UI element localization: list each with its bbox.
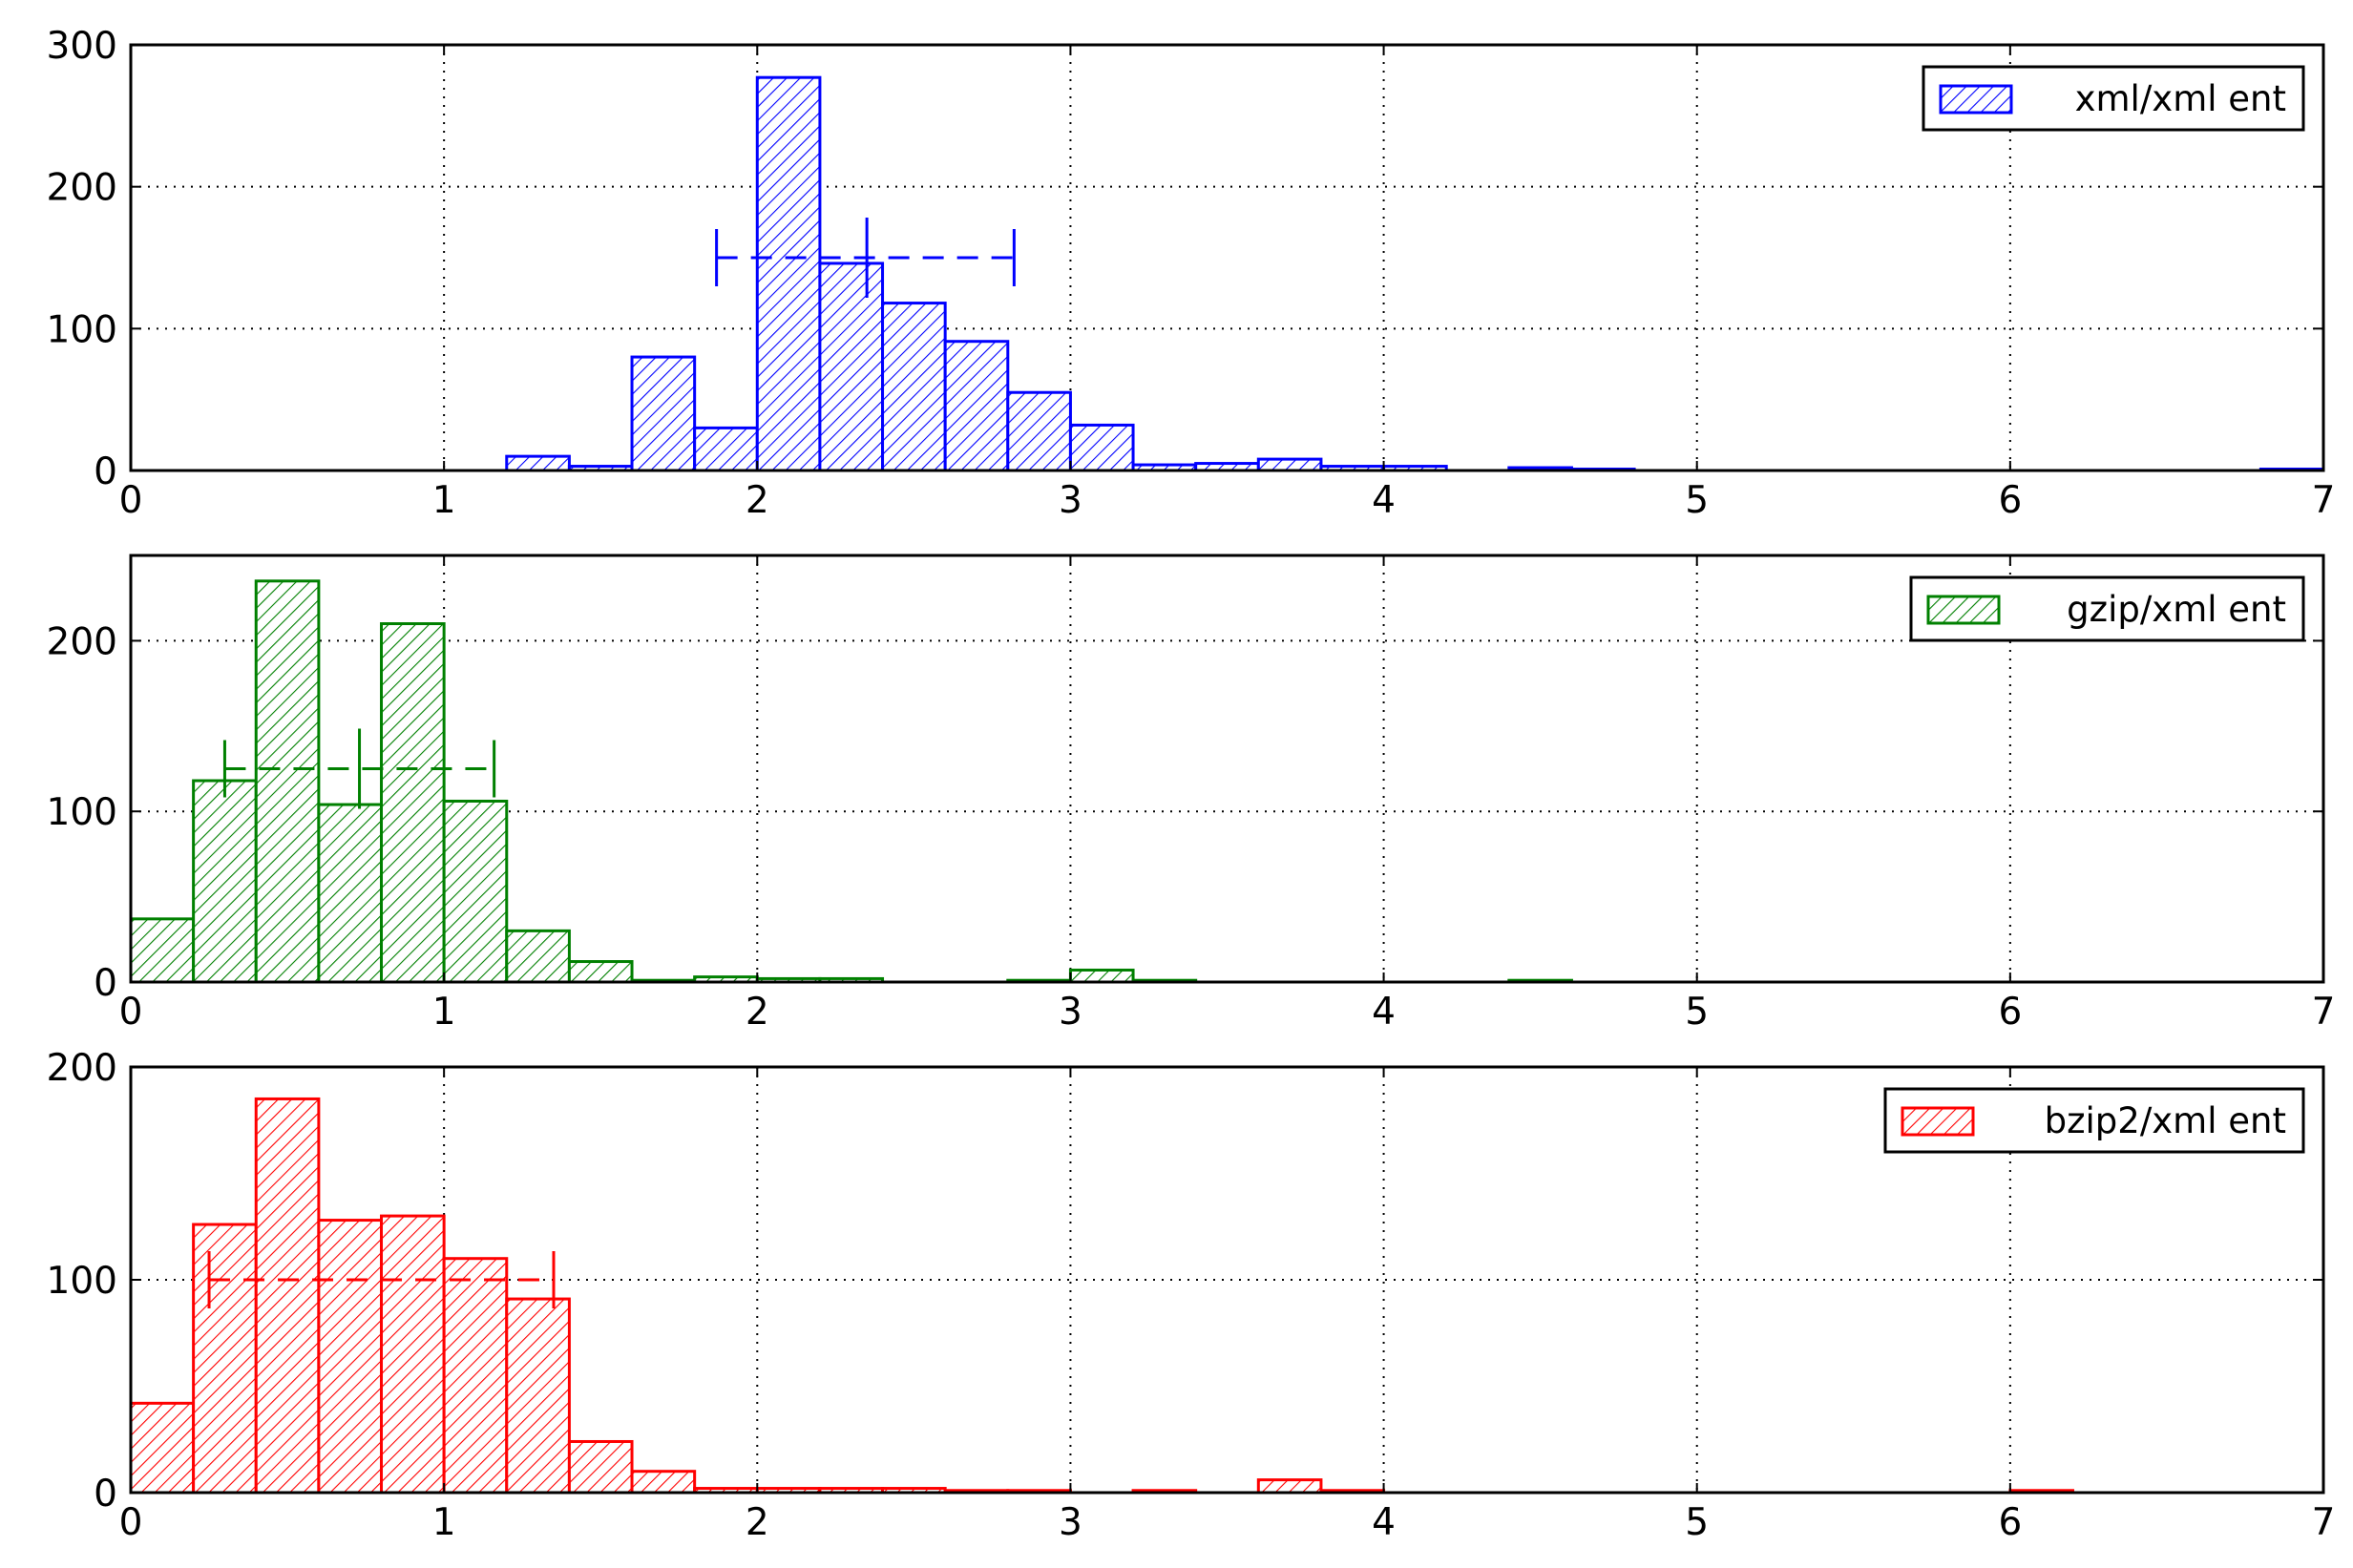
x-tick-label: 5	[1685, 991, 1709, 1034]
histogram-bar	[317, 803, 384, 984]
histogram-bar	[192, 1223, 258, 1495]
histogram-bar	[1068, 968, 1135, 984]
legend-label: bzip2/xml ent	[2045, 1100, 2286, 1141]
histogram-bar	[129, 1401, 196, 1495]
x-tick-label: 5	[1685, 1501, 1709, 1544]
histogram-bar	[1256, 457, 1323, 472]
y-tick-label: 100	[47, 791, 117, 834]
histogram-bar	[442, 799, 509, 984]
histogram-bar	[755, 75, 822, 472]
histogram-panel-3: 0 1 2 3 4 5 6 7 0 100 200 bzip2/xml ent	[47, 1047, 2336, 1544]
y-tick-label: 300	[47, 25, 117, 68]
x-tick-label: 3	[1059, 1501, 1082, 1544]
x-tick-label: 6	[1998, 1501, 2022, 1544]
histogram-panel-1: 0 1 2 3 4 5 6 7 0 100 200 300 xml/xml ent	[47, 25, 2336, 522]
x-tick-label: 4	[1372, 1501, 1396, 1544]
histogram-bar	[1068, 423, 1135, 472]
x-tick-label: 2	[746, 1501, 769, 1544]
legend-swatch	[1939, 84, 2013, 115]
x-tick-label: 3	[1059, 479, 1082, 522]
histogram-bar	[881, 302, 947, 472]
histogram-bar	[505, 929, 571, 984]
histogram-bar	[254, 579, 321, 984]
y-tick-label: 0	[94, 450, 117, 493]
legend-swatch	[1901, 1106, 1975, 1137]
x-tick-label: 0	[119, 1501, 143, 1544]
histogram-bar	[442, 1257, 509, 1495]
y-tick-label: 100	[47, 308, 117, 351]
legend-label: gzip/xml ent	[2067, 589, 2286, 630]
x-tick-label: 7	[2312, 479, 2336, 522]
histogram-bar	[1256, 1478, 1323, 1495]
x-tick-label: 2	[746, 479, 769, 522]
histogram-bar	[943, 340, 1010, 472]
legend: gzip/xml ent	[1909, 575, 2305, 642]
histogram-bar	[254, 1097, 321, 1495]
histogram-bar	[1006, 390, 1072, 472]
histogram-panel-2: 0 1 2 3 4 5 6 7 0 100 200 gzip/xml ent	[47, 554, 2336, 1034]
legend: xml/xml ent	[1922, 65, 2305, 132]
y-tick-label: 200	[47, 1047, 117, 1090]
x-tick-label: 1	[432, 1501, 456, 1544]
histogram-bar	[317, 1219, 384, 1495]
y-tick-label: 200	[47, 167, 117, 210]
legend-swatch	[1926, 595, 2001, 625]
plot-frame	[129, 43, 2325, 472]
x-tick-label: 7	[2312, 1501, 2336, 1544]
histogram-bar	[380, 622, 446, 984]
x-tick-label: 1	[432, 479, 456, 522]
histogram-bar	[192, 779, 258, 984]
histogram-bar	[505, 1297, 571, 1495]
x-tick-label: 7	[2312, 991, 2336, 1034]
x-tick-label: 0	[119, 479, 143, 522]
plot-frame	[129, 554, 2325, 984]
y-tick-label: 0	[94, 1473, 117, 1516]
histogram-bar	[630, 1470, 697, 1495]
x-tick-label: 6	[1998, 479, 2022, 522]
histogram-bar	[380, 1214, 446, 1495]
x-tick-label: 6	[1998, 991, 2022, 1034]
histogram-bar	[630, 355, 697, 472]
x-tick-label: 2	[746, 991, 769, 1034]
y-tick-label: 200	[47, 620, 117, 663]
x-tick-label: 5	[1685, 479, 1709, 522]
y-tick-label: 0	[94, 962, 117, 1005]
histogram-bar	[818, 261, 885, 472]
histogram-bar	[567, 960, 634, 984]
x-tick-label: 4	[1372, 479, 1396, 522]
x-tick-label: 3	[1059, 991, 1082, 1034]
legend-label: xml/xml ent	[2075, 78, 2286, 119]
x-tick-label: 0	[119, 991, 143, 1034]
histogram-bar	[693, 426, 759, 472]
histogram-bar	[129, 917, 196, 984]
x-tick-label: 1	[432, 991, 456, 1034]
histogram-bar	[567, 1439, 634, 1495]
y-tick-label: 100	[47, 1260, 117, 1303]
legend: bzip2/xml ent	[1883, 1087, 2305, 1154]
x-tick-label: 4	[1372, 991, 1396, 1034]
histogram-bar	[505, 454, 571, 472]
